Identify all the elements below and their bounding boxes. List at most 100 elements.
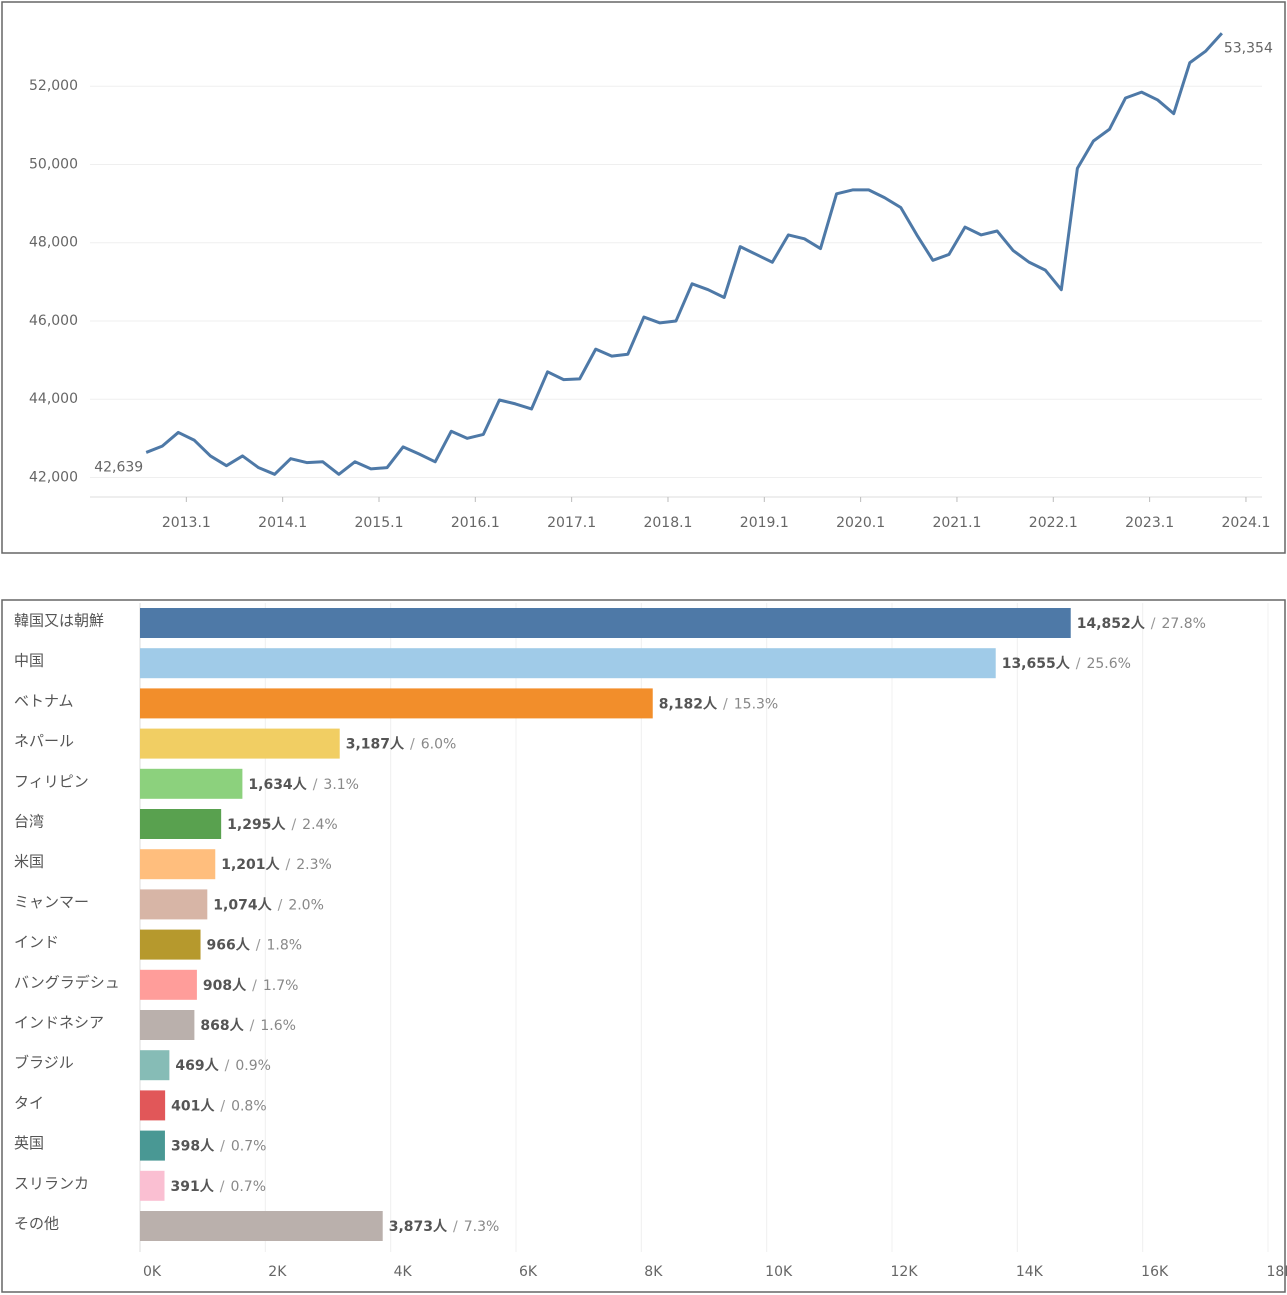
x-tick-label: 4K (394, 1264, 413, 1280)
count-label: 3,873人 (389, 1218, 448, 1235)
share-label: 3.1% (323, 777, 359, 793)
category-label: ブラジル (14, 1054, 74, 1072)
separator: / (252, 978, 257, 994)
value-label: 1,295人 / 2.4% (227, 816, 338, 833)
category-label: バングラデシュ (14, 973, 120, 991)
x-tick-label: 0K (143, 1264, 162, 1280)
bar (140, 1050, 170, 1081)
share-label: 2.0% (288, 897, 324, 913)
x-tick-label: 12K (891, 1264, 919, 1280)
separator: / (256, 938, 261, 954)
separator: / (220, 1179, 225, 1195)
bar (140, 648, 996, 679)
x-tick-label: 2020.1 (836, 515, 885, 531)
separator: / (1151, 616, 1156, 632)
count-label: 908人 (203, 977, 247, 994)
value-label: 908人 / 1.7% (203, 977, 299, 994)
separator: / (278, 897, 283, 913)
count-label: 1,634人 (248, 776, 307, 793)
category-label: 中国 (14, 652, 44, 670)
separator: / (1076, 656, 1081, 672)
count-label: 1,074人 (213, 896, 272, 913)
bar (140, 929, 201, 960)
count-label: 8,182人 (659, 695, 718, 712)
bar (140, 1170, 165, 1201)
bar (140, 768, 243, 799)
category-label: 台湾 (14, 813, 44, 831)
value-label: 8,182人 / 15.3% (659, 695, 779, 712)
bar (140, 608, 1071, 638)
x-tick-label: 2017.1 (547, 515, 596, 531)
x-tick-label: 14K (1016, 1264, 1044, 1280)
y-tick-label: 50,000 (29, 156, 78, 172)
value-label: 3,873人 / 7.3% (389, 1218, 500, 1235)
bar (140, 809, 222, 839)
separator: / (723, 696, 728, 712)
category-label: 英国 (14, 1134, 44, 1152)
value-label: 398人 / 0.7% (171, 1138, 267, 1155)
value-label: 13,655人 / 25.6% (1002, 655, 1131, 672)
category-label: インド (14, 933, 59, 951)
share-label: 27.8% (1161, 616, 1205, 632)
separator: / (220, 1098, 225, 1114)
x-tick-label: 10K (765, 1264, 793, 1280)
separator: / (250, 1018, 255, 1034)
line (145, 32, 1223, 476)
share-label: 0.7% (230, 1179, 266, 1195)
separator: / (225, 1058, 230, 1074)
x-tick-label: 18K (1267, 1264, 1287, 1280)
point-label: 53,354 (1224, 40, 1273, 56)
value-label: 1,074人 / 2.0% (213, 896, 324, 913)
y-tick-label: 48,000 (29, 235, 78, 251)
panel-border (1, 1, 1286, 554)
count-label: 391人 (171, 1178, 215, 1195)
y-tick-label: 42,000 (29, 469, 78, 485)
value-label: 1,201人 / 2.3% (221, 856, 332, 873)
x-tick-label: 2015.1 (354, 515, 403, 531)
bar (140, 889, 208, 920)
share-label: 25.6% (1086, 656, 1130, 672)
separator: / (291, 817, 296, 833)
share-label: 0.7% (231, 1139, 267, 1155)
panel-border (1, 599, 1286, 1293)
count-label: 868人 (200, 1017, 244, 1034)
value-label: 966人 / 1.8% (207, 937, 303, 954)
count-label: 401人 (171, 1097, 215, 1114)
share-label: 6.0% (421, 737, 457, 753)
share-label: 0.8% (231, 1098, 267, 1114)
bar (140, 688, 653, 719)
bar (140, 1010, 195, 1040)
count-label: 1,295人 (227, 816, 286, 833)
category-label: インドネシア (14, 1014, 104, 1032)
x-tick-label: 8K (644, 1264, 663, 1280)
separator: / (220, 1139, 225, 1155)
x-tick-label: 2013.1 (162, 515, 211, 531)
x-tick-label: 2014.1 (258, 515, 307, 531)
separator: / (286, 857, 291, 873)
count-label: 966人 (207, 937, 251, 954)
share-label: 2.4% (302, 817, 338, 833)
count-label: 3,187人 (346, 736, 405, 753)
count-label: 469人 (175, 1057, 219, 1074)
category-label: フィリピン (14, 772, 89, 790)
count-label: 13,655人 (1002, 655, 1071, 672)
share-label: 1.6% (260, 1018, 296, 1034)
count-label: 14,852人 (1077, 615, 1146, 632)
x-tick-label: 2023.1 (1125, 515, 1174, 531)
bar (140, 728, 340, 759)
x-tick-label: 2021.1 (932, 515, 981, 531)
share-label: 7.3% (464, 1219, 500, 1235)
bar (140, 849, 216, 880)
value-label: 401人 / 0.8% (171, 1097, 267, 1114)
bar (140, 1211, 383, 1241)
x-tick-label: 2016.1 (451, 515, 500, 531)
category-label: 米国 (14, 853, 44, 871)
x-tick-label: 2K (268, 1264, 287, 1280)
category-label: ミャンマー (14, 893, 89, 911)
x-tick-label: 2019.1 (740, 515, 789, 531)
category-label: スリランカ (14, 1174, 89, 1192)
x-tick-label: 2018.1 (643, 515, 692, 531)
share-label: 0.9% (235, 1058, 271, 1074)
y-tick-label: 46,000 (29, 313, 78, 329)
